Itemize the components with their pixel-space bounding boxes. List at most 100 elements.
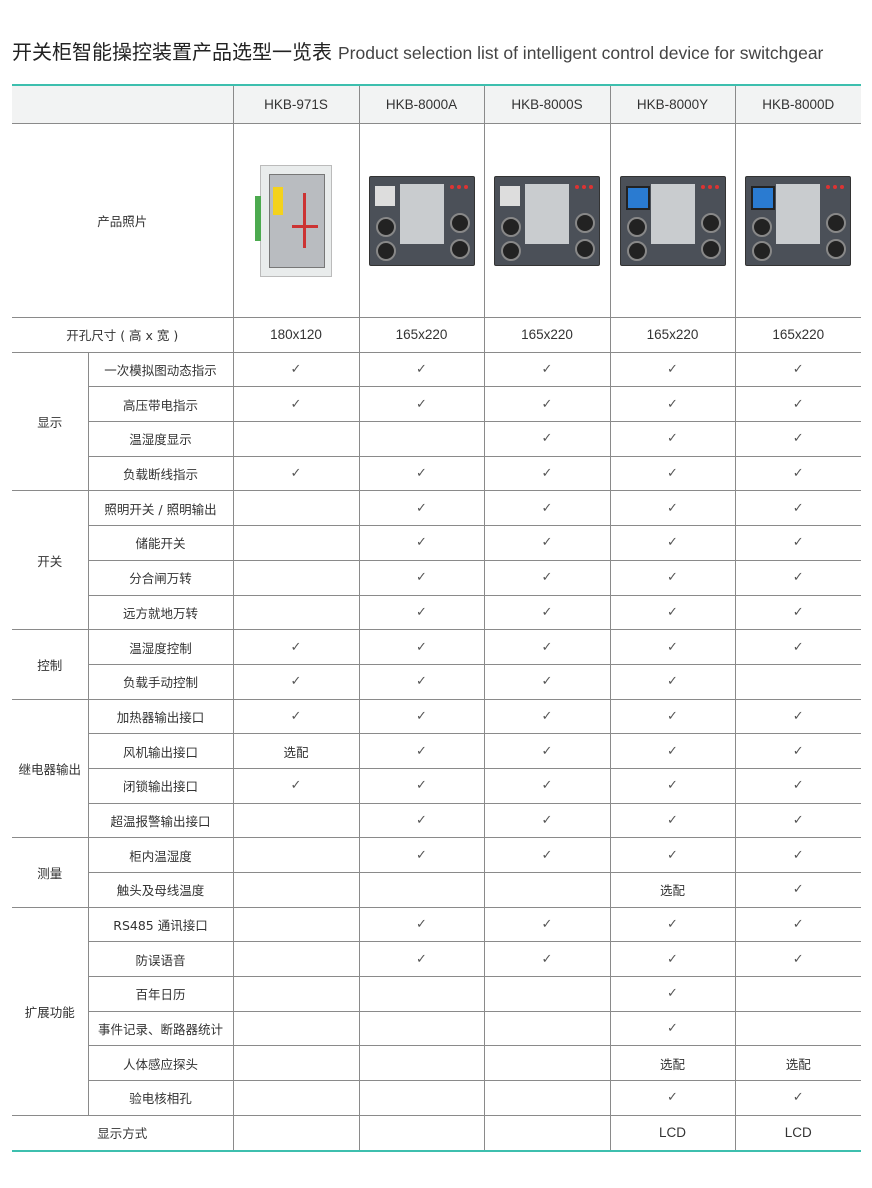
check-icon: ✓ [358,767,485,804]
feature-label: 柜内温湿度 [87,837,234,873]
product-header: HKB-971S [232,85,360,124]
check-icon: ✓ [232,351,360,388]
check-icon: ✓ [358,559,485,596]
feature-cell [358,1010,485,1047]
header-blank [12,85,234,124]
product-photo [255,164,332,277]
check-icon: ✓ [232,455,360,492]
check-icon: ✓ [609,767,736,804]
size-value: 165x220 [609,317,736,353]
feature-label: 事件记录、断路器统计 [88,1010,234,1047]
feature-cell: 选配 [734,1045,861,1082]
feature-label: 温湿度控制 [87,629,234,665]
check-icon: ✓ [483,629,611,665]
size-value: 165x220 [734,317,861,353]
check-icon: ✓ [609,941,736,978]
title-cn: 开关柜智能操控装置产品选型一览表 [12,40,332,64]
check-icon: ✓ [734,906,861,943]
feature-row: 百年日历 ✓ [12,976,861,1012]
page-title: 开关柜智能操控装置产品选型一览表 Product selection list o… [12,36,823,65]
check-icon: ✓ [483,594,611,631]
feature-row: 负载手动控制 ✓ ✓ ✓ ✓ [12,663,861,700]
check-icon: ✓ [358,490,485,527]
check-icon: ✓ [232,629,360,665]
check-icon: ✓ [483,455,611,492]
check-icon: ✓ [609,525,736,561]
size-value: 180x120 [232,317,360,353]
display-row: 显示方式 LCD LCD [12,1114,861,1151]
check-icon: ✓ [483,386,611,423]
check-icon: ✓ [734,629,861,665]
check-icon: ✓ [232,663,360,700]
feature-cell [734,663,861,700]
check-icon: ✓ [734,525,861,561]
feature-cell: 选配 [609,872,736,908]
photo-label: 产品照片 [12,123,234,318]
check-icon: ✓ [609,386,736,423]
check-icon: ✓ [609,351,736,388]
check-icon: ✓ [609,837,736,873]
feature-row: 分合闸万转 ✓ ✓ ✓ ✓ [12,559,861,596]
product-header: HKB-8000A [358,85,485,124]
feature-cell [358,872,485,908]
check-icon: ✓ [734,872,861,908]
feature-label: 分合闸万转 [88,559,234,596]
check-icon: ✓ [609,1080,736,1116]
feature-cell: 选配 [232,733,360,769]
feature-label: 防误语音 [88,941,234,978]
feature-cell [734,1010,861,1047]
group-label: 继电器输出 [12,698,89,839]
check-icon: ✓ [609,663,736,700]
feature-row: 开关 照明开关 / 照明输出 ✓ ✓ ✓ ✓ [12,490,861,631]
feature-cell [483,976,611,1012]
group-label: 显示 [12,351,89,492]
check-icon: ✓ [483,663,611,700]
group-label: 测量 [12,837,89,908]
feature-cell: 选配 [609,1045,736,1082]
display-value [358,1114,485,1151]
display-value [483,1114,611,1151]
check-icon: ✓ [232,698,360,735]
check-icon: ✓ [734,351,861,388]
check-icon: ✓ [358,906,485,943]
feature-cell [232,976,360,1012]
photo-cell [734,123,861,318]
check-icon: ✓ [483,559,611,596]
header-row: HKB-971S HKB-8000A HKB-8000S HKB-8000Y HKB-8… [12,85,861,124]
photo-cell [483,123,611,318]
feature-row: 控制 温湿度控制 ✓ ✓ ✓ ✓ ✓ [12,629,861,700]
feature-cell [232,906,360,943]
feature-cell [232,559,360,596]
feature-cell [483,1045,611,1082]
feature-cell [232,421,360,457]
check-icon: ✓ [609,490,736,527]
feature-label: 温湿度显示 [88,421,234,457]
feature-cell [232,1010,360,1047]
feature-cell [232,525,360,561]
feature-label: 一次模拟图动态指示 [87,351,234,388]
check-icon: ✓ [232,767,360,804]
product-photo [368,175,475,266]
check-icon: ✓ [483,421,611,457]
feature-row: 风机输出接口 选配 ✓ ✓ ✓ ✓ [12,733,861,769]
check-icon: ✓ [483,733,611,769]
feature-label: 触头及母线温度 [88,872,234,908]
feature-row: 继电器输出 加热器输出接口 ✓ ✓ ✓ ✓ ✓ [12,698,861,839]
check-icon: ✓ [232,386,360,423]
feature-label: 储能开关 [88,525,234,561]
feature-cell [232,802,360,839]
check-icon: ✓ [734,733,861,769]
check-icon: ✓ [734,698,861,735]
feature-label: 加热器输出接口 [87,698,234,735]
product-header: HKB-8000S [483,85,611,124]
size-label: 开孔尺寸 ( 高 x 宽 ) [12,317,234,353]
photo-cell [609,123,736,318]
check-icon: ✓ [358,455,485,492]
product-photo [745,175,852,266]
check-icon: ✓ [609,629,736,665]
check-icon: ✓ [358,386,485,423]
check-icon: ✓ [483,802,611,839]
display-value: LCD [609,1114,736,1151]
feature-row: 扩展功能 RS485 通讯接口 ✓ ✓ ✓ ✓ [12,906,861,1116]
feature-row: 测量 柜内温湿度 ✓ ✓ ✓ ✓ [12,837,861,908]
